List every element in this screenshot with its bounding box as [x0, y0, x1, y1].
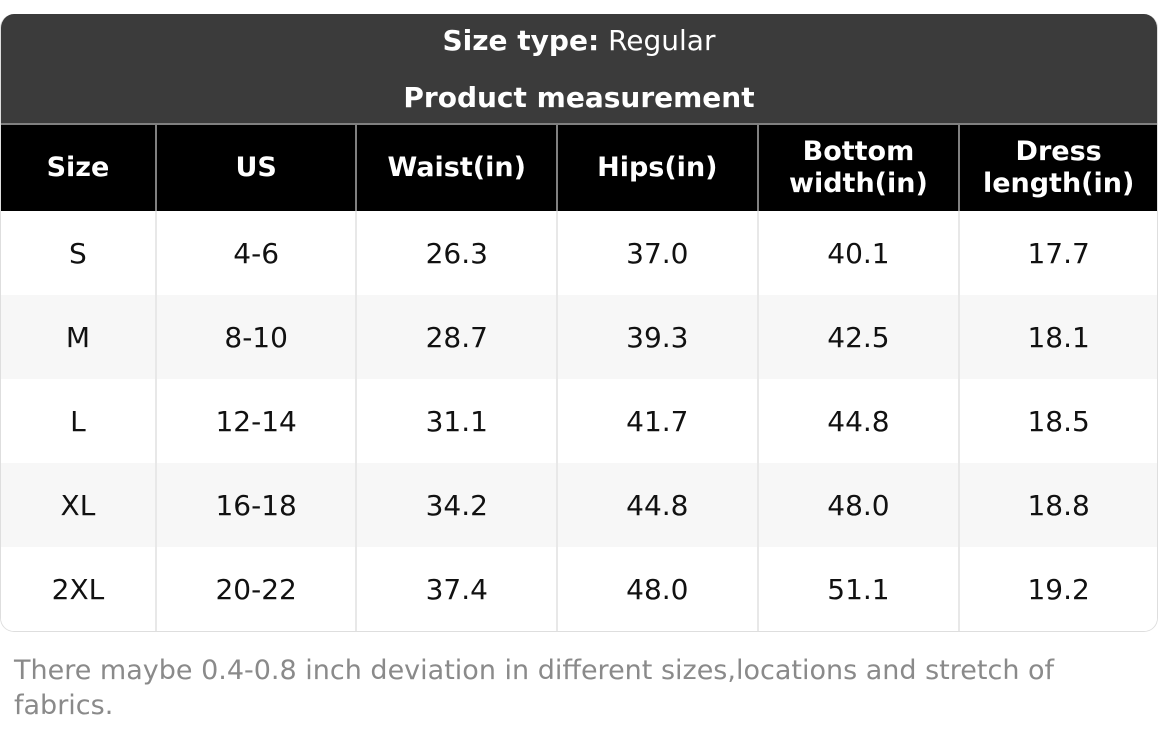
table-cell: 20-22	[155, 547, 358, 631]
table-cell: 19.2	[959, 547, 1157, 631]
deviation-note: There maybe 0.4-0.8 inch deviation in di…	[14, 655, 1055, 722]
table-row: XL 16-18 34.2 44.8 48.0 18.8	[1, 463, 1157, 547]
table-cell: 17.7	[959, 211, 1157, 295]
table-cell: 41.7	[557, 379, 759, 463]
table-cell: 18.5	[959, 379, 1157, 463]
size-chart-header: Size type: Regular Product measurement	[1, 14, 1157, 125]
header-cell-hips: Hips(in)	[557, 125, 759, 211]
table-cell: 34.2	[356, 463, 559, 547]
size-type-value: Regular	[608, 23, 716, 57]
table-cell: 44.8	[757, 379, 961, 463]
table-cell: 40.1	[757, 211, 961, 295]
table-cell: 37.4	[356, 547, 559, 631]
table-cell: 16-18	[155, 463, 358, 547]
header-cell-us: US	[155, 125, 358, 211]
table-cell: 2XL	[1, 547, 157, 631]
header-cell-waist: Waist(in)	[356, 125, 559, 211]
header-cell-size: Size	[1, 125, 157, 211]
table-cell: 8-10	[155, 295, 358, 379]
size-type-label: Size type:	[442, 23, 600, 57]
table-cell: 48.0	[757, 463, 961, 547]
table-cell: 37.0	[557, 211, 759, 295]
table-row: 2XL 20-22 37.4 48.0 51.1 19.2	[1, 547, 1157, 631]
table-cell: 26.3	[356, 211, 559, 295]
table-cell: M	[1, 295, 157, 379]
size-chart-card: Size type: Regular Product measurement S…	[0, 14, 1158, 632]
table-cell: L	[1, 379, 157, 463]
table-cell: 28.7	[356, 295, 559, 379]
table-cell: 42.5	[757, 295, 961, 379]
table-cell: 18.1	[959, 295, 1157, 379]
table-cell: S	[1, 211, 157, 295]
table-cell: 12-14	[155, 379, 358, 463]
product-measurement-title: Product measurement	[403, 80, 755, 114]
table-cell: XL	[1, 463, 157, 547]
table-row: L 12-14 31.1 41.7 44.8 18.5	[1, 379, 1157, 463]
header-cell-dress-length: Dress length(in)	[959, 125, 1157, 211]
table-cell: 31.1	[356, 379, 559, 463]
size-table: Size US Waist(in) Hips(in) Bottom width(…	[1, 125, 1157, 631]
table-cell: 18.8	[959, 463, 1157, 547]
table-cell: 39.3	[557, 295, 759, 379]
table-cell: 4-6	[155, 211, 358, 295]
table-cell: 44.8	[557, 463, 759, 547]
table-cell: 51.1	[757, 547, 961, 631]
header-row: Size US Waist(in) Hips(in) Bottom width(…	[1, 125, 1157, 211]
table-row: M 8-10 28.7 39.3 42.5 18.1	[1, 295, 1157, 379]
size-type-line: Size type: Regular	[443, 24, 716, 57]
header-cell-bottom-width: Bottom width(in)	[757, 125, 961, 211]
table-row: S 4-6 26.3 37.0 40.1 17.7	[1, 211, 1157, 295]
table-cell: 48.0	[557, 547, 759, 631]
